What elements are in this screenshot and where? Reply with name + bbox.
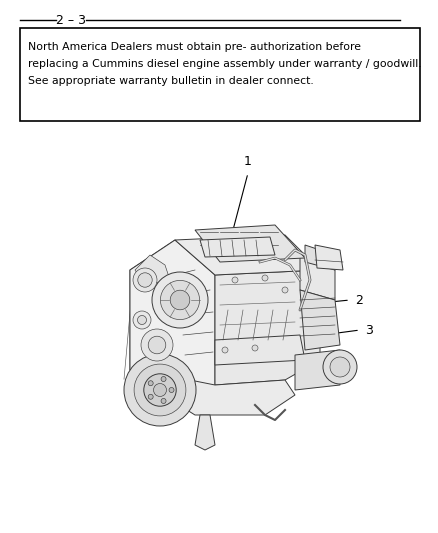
Text: replacing a Cummins diesel engine assembly under warranty / goodwill.: replacing a Cummins diesel engine assemb…: [28, 59, 421, 69]
Circle shape: [133, 268, 157, 292]
Polygon shape: [155, 375, 295, 415]
Polygon shape: [215, 270, 320, 385]
Circle shape: [133, 311, 151, 329]
Polygon shape: [295, 350, 340, 390]
Circle shape: [262, 275, 268, 281]
Polygon shape: [130, 240, 195, 400]
Polygon shape: [195, 415, 215, 450]
Circle shape: [232, 277, 238, 283]
Circle shape: [330, 357, 350, 377]
Circle shape: [282, 287, 288, 293]
Circle shape: [148, 381, 153, 386]
Circle shape: [161, 399, 166, 403]
Bar: [20, 28, 420, 121]
Circle shape: [134, 364, 186, 416]
Circle shape: [169, 387, 174, 392]
Text: See appropriate warranty bulletin in dealer connect.: See appropriate warranty bulletin in dea…: [28, 76, 314, 86]
Polygon shape: [135, 255, 170, 285]
Circle shape: [161, 376, 166, 382]
Polygon shape: [195, 225, 305, 262]
Text: 2 – 3: 2 – 3: [56, 13, 86, 27]
Text: 2: 2: [355, 294, 363, 306]
Text: 3: 3: [365, 324, 373, 336]
Polygon shape: [305, 245, 335, 270]
Circle shape: [138, 273, 152, 287]
Polygon shape: [300, 255, 335, 300]
Circle shape: [144, 374, 176, 406]
Circle shape: [154, 384, 166, 397]
Circle shape: [323, 350, 357, 384]
Circle shape: [152, 272, 208, 328]
Polygon shape: [130, 240, 215, 400]
Circle shape: [252, 345, 258, 351]
Circle shape: [124, 354, 196, 426]
Polygon shape: [200, 237, 275, 257]
Text: North America Dealers must obtain pre- authorization before: North America Dealers must obtain pre- a…: [28, 42, 361, 52]
Polygon shape: [300, 290, 340, 350]
Circle shape: [148, 394, 153, 399]
Circle shape: [222, 347, 228, 353]
Text: 1: 1: [244, 155, 252, 168]
Circle shape: [170, 290, 190, 310]
Polygon shape: [175, 235, 320, 275]
Polygon shape: [215, 335, 305, 365]
Circle shape: [148, 336, 166, 354]
Circle shape: [141, 329, 173, 361]
Circle shape: [160, 280, 200, 320]
Polygon shape: [315, 245, 343, 270]
Circle shape: [138, 316, 146, 325]
